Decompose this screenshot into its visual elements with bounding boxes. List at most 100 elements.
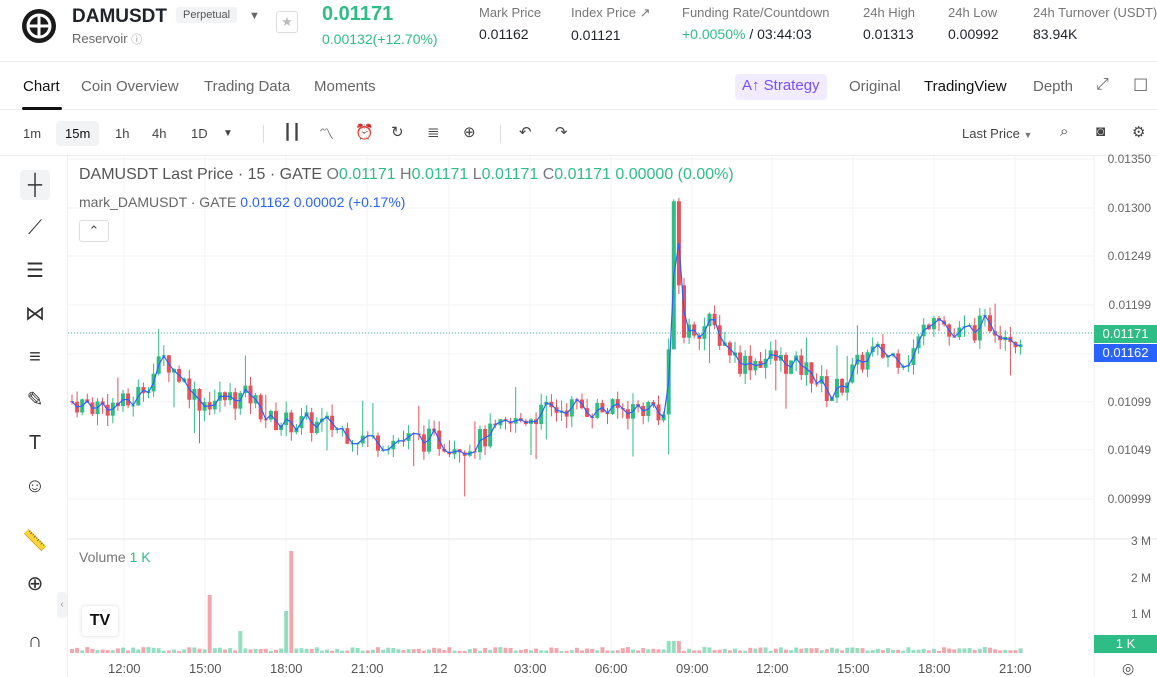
undo-icon[interactable]: ↶ — [519, 124, 532, 141]
tab-moments[interactable]: Moments — [314, 78, 376, 95]
pattern-icon[interactable]: ⋈ — [25, 303, 45, 325]
volume-bar — [121, 647, 125, 653]
volume-bar — [942, 647, 947, 653]
volume-bar — [692, 650, 697, 653]
gear-icon[interactable]: ⚙ — [1132, 124, 1146, 141]
volume-bar — [794, 647, 799, 653]
tab-trading-data[interactable]: Trading Data — [204, 78, 291, 95]
timeframe-1h[interactable]: 1h — [115, 126, 130, 141]
stat-value: 0.01313 — [863, 26, 914, 42]
mark-price-line — [71, 243, 1021, 455]
collapse-legend-button[interactable]: ⌃ — [79, 220, 109, 242]
volume-bar — [998, 650, 1003, 653]
volume-bar — [197, 648, 202, 653]
settings-icon[interactable]: ◎ — [1122, 660, 1135, 676]
volume-bar — [860, 648, 865, 653]
volume-bar — [534, 648, 539, 653]
volume-bar — [799, 648, 804, 653]
search-icon[interactable]: ⌕ — [1060, 123, 1069, 140]
volume-bar — [952, 649, 957, 653]
volume-bar — [758, 647, 763, 653]
volume-bar — [911, 650, 916, 653]
info-icon[interactable]: ⓘ — [131, 34, 143, 46]
timeframe-1m[interactable]: 1m — [23, 126, 42, 141]
favorite-star-icon[interactable]: ★ — [276, 11, 298, 33]
legend-change: 0.00000 (0.00%) — [615, 166, 734, 183]
volume-bar — [840, 650, 845, 653]
replay-icon[interactable]: ↻ — [391, 124, 404, 141]
volume-bar — [411, 649, 416, 653]
ticker-header: DAMUSDT Perpetual ▼ ★ Reservoir ⓘ 0.0117… — [0, 0, 1157, 62]
volume-bar — [722, 648, 727, 653]
volume-bar — [141, 647, 146, 653]
volume-bar — [131, 647, 136, 653]
alert-icon[interactable]: ⏰ — [355, 124, 374, 141]
trend-line-icon[interactable]: ⟋ — [28, 217, 42, 239]
volume-bar — [217, 647, 222, 653]
exchange-mode: Reservoir ⓘ — [72, 31, 142, 47]
volume-axis-tick: 2 M — [1130, 571, 1151, 585]
stat-label: 24h Turnover (USDT) — [1033, 5, 1157, 20]
price-chart[interactable] — [68, 156, 1157, 677]
x-axis-tick: 18:00 — [270, 661, 303, 676]
volume-bar — [498, 647, 503, 653]
timeframe-15m[interactable]: 15m — [56, 121, 100, 146]
volume-bar — [80, 650, 85, 653]
volume-bar — [166, 650, 171, 653]
timeframe-4h[interactable]: 4h — [152, 126, 167, 141]
volume-axis-tick: 3 M — [1130, 534, 1151, 548]
text-icon[interactable]: T — [28, 432, 42, 454]
emoji-icon[interactable]: ☺ — [24, 475, 46, 497]
contract-type-badge: Perpetual — [176, 7, 238, 23]
volume-bar — [590, 648, 595, 653]
volume-bar — [824, 649, 829, 653]
tab-coin-overview[interactable]: Coin Overview — [81, 78, 179, 95]
crosshair-icon[interactable]: ┼ — [20, 170, 50, 200]
expand-icon[interactable]: ⤢ — [1096, 76, 1109, 93]
tab-tradingview[interactable]: TradingView — [924, 78, 1007, 95]
price-type-select[interactable]: Last Price ▼ — [962, 126, 1032, 141]
tab-chart[interactable]: Chart — [23, 78, 60, 95]
volume-bar — [585, 648, 590, 653]
template-icon[interactable]: ≣ — [427, 124, 440, 141]
chevron-down-icon[interactable]: ▼ — [249, 10, 260, 22]
volume-bar — [513, 650, 518, 653]
divider — [263, 125, 264, 143]
strategy-button[interactable]: A↑ Strategy — [735, 74, 827, 100]
volume-bar — [931, 648, 936, 653]
volume-bar — [937, 650, 941, 653]
price-type-label: Last Price — [962, 126, 1020, 141]
volume-bar — [727, 650, 732, 653]
stat-index-price[interactable]: Index Price ↗ 0.01121 — [571, 5, 651, 43]
horizontal-lines-icon[interactable]: ☰ — [26, 260, 44, 282]
redo-icon[interactable]: ↷ — [555, 124, 568, 141]
magnet-icon[interactable]: ∩ — [27, 630, 43, 652]
tab-depth[interactable]: Depth — [1033, 78, 1074, 95]
symbol-name[interactable]: DAMUSDT — [72, 6, 167, 27]
fib-icon[interactable]: ≡ — [29, 346, 41, 368]
volume-bar — [110, 650, 115, 653]
volume-bar — [115, 648, 120, 653]
timeframe-1d[interactable]: 1D — [191, 126, 208, 141]
tradingview-logo: TV — [82, 606, 118, 636]
price-change: 0.00132(+12.70%) — [322, 31, 438, 47]
camera-icon[interactable]: ◙ — [1096, 123, 1106, 140]
candle-type-icon[interactable]: ┃┃ — [283, 124, 302, 141]
ruler-icon[interactable]: 📏 — [22, 530, 48, 552]
add-icon[interactable]: ⊕ — [463, 124, 476, 141]
volume-bar — [406, 649, 411, 653]
volume-bar — [355, 647, 360, 653]
indicators-icon[interactable]: 〽 — [319, 126, 335, 143]
tab-original[interactable]: Original — [849, 78, 901, 95]
volume-bar — [401, 650, 406, 653]
brush-icon[interactable]: ✎ — [26, 389, 44, 411]
volume-bar — [789, 650, 794, 653]
volume-bar — [391, 648, 396, 653]
coin-logo — [22, 9, 56, 43]
volume-bar — [233, 650, 238, 653]
volume-bar — [656, 649, 661, 653]
collapse-toolbar-button[interactable]: ‹ — [57, 592, 67, 618]
window-icon[interactable]: ☐ — [1133, 76, 1149, 95]
zoom-in-icon[interactable]: ⊕ — [26, 573, 44, 595]
chevron-down-icon[interactable]: ▼ — [223, 128, 233, 139]
